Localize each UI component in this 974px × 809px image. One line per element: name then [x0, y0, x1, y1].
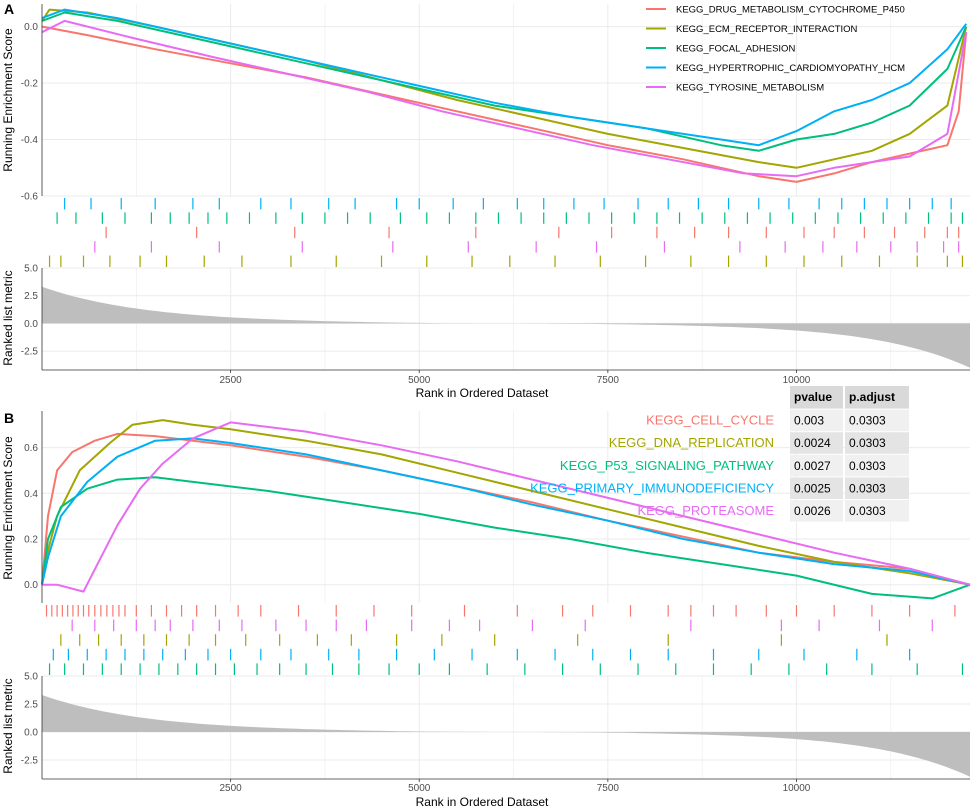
table-row-name: KEGG_P53_SIGNALING_PATHWAY [560, 458, 774, 473]
es-line-kegg-proteasome [42, 421, 971, 593]
table-header-pvalue: pvalue [794, 390, 832, 404]
legend-label: KEGG_ECM_RECEPTOR_INTERACTION [676, 24, 858, 35]
x-axis-label: Rank in Ordered Dataset [416, 386, 549, 400]
table-row-name: KEGG_PROTEASOME [637, 503, 774, 518]
table-pvalue: 0.0024 [794, 436, 831, 450]
table-cell [845, 432, 909, 454]
table-cell [790, 500, 843, 522]
y-tick-label: -0.4 [21, 135, 39, 146]
rank-y-tick-label: -2.5 [21, 347, 39, 358]
y-axis-label: Running Enrichment Score [1, 28, 15, 172]
x-tick-label: 5000 [408, 783, 431, 794]
es-line-kegg-p53-signaling-pathway [41, 476, 971, 600]
table-cell [790, 477, 843, 499]
x-tick-label: 7500 [597, 783, 620, 794]
legend-label: KEGG_HYPERTROPHIC_CARDIOMYOPATHY_HCM [676, 63, 905, 74]
y-tick-label: 0.0 [24, 580, 38, 591]
table-cell [790, 409, 843, 432]
table-padjust: 0.0303 [849, 481, 886, 495]
table-cell [845, 454, 909, 477]
rank-y-tick-label: 0.0 [24, 727, 38, 738]
legend-label: KEGG_TYROSINE_METABOLISM [676, 83, 824, 94]
es-line-kegg-drug-metabolism-cytochrome-p450 [41, 25, 968, 183]
x-tick-label: 10000 [783, 375, 811, 386]
legend-label: KEGG_DRUG_METABOLISM_CYTOCHROME_P450 [676, 5, 905, 16]
table-cell [790, 454, 843, 477]
y-tick-label: 0.6 [24, 443, 38, 454]
rank-y-tick-label: 2.5 [24, 699, 38, 710]
legend: KEGG_DRUG_METABOLISM_CYTOCHROME_P450 KEGG… [646, 5, 905, 94]
panel-a: A 0.0 -0.2 -0.4 -0.6 5.0 2.5 0.0 -2.5 2500 5000 750… [1, 1, 970, 400]
table-pvalue: 0.0026 [794, 504, 831, 518]
table-cell [845, 477, 909, 499]
table-cell [845, 409, 909, 432]
y-tick-label: -0.6 [21, 192, 39, 203]
legend-label: KEGG_FOCAL_ADHESION [676, 44, 795, 55]
x-tick-label: 5000 [408, 375, 431, 386]
rank-y-tick-label: -2.5 [21, 755, 39, 766]
x-tick-label: 2500 [219, 375, 242, 386]
x-tick-label: 2500 [219, 783, 242, 794]
y-tick-label: -0.2 [21, 79, 39, 90]
panel-b: B 0.6 0.4 0.2 0.0 5.0 2.5 0.0 -2.5 2500 5000 7500 10… [1, 386, 971, 809]
table-header-cell [845, 386, 909, 409]
x-tick-label: 10000 [783, 783, 811, 794]
x-tick-label: 7500 [597, 375, 620, 386]
table-cell [845, 500, 909, 522]
rank-y-tick-label: 5.0 [24, 672, 38, 683]
table-header-padjust: p.adjust [849, 390, 895, 404]
y-tick-label: 0.0 [24, 22, 38, 33]
table-pvalue: 0.0025 [794, 481, 831, 495]
table-padjust: 0.0303 [849, 459, 886, 473]
table-row-name: KEGG_PRIMARY_IMMUNODEFICIENCY [530, 480, 774, 495]
table-pvalue: 0.0027 [794, 459, 831, 473]
table-cell [790, 432, 843, 454]
rank-y-tick-label: 5.0 [24, 264, 38, 275]
table-row-name: KEGG_CELL_CYCLE [646, 413, 774, 428]
rank-y-tick-label: 2.5 [24, 291, 38, 302]
table-header-cell [790, 386, 843, 409]
rank-y-axis-label: Ranked list metric [1, 270, 15, 365]
es-line-kegg-tyrosine-metabolism [41, 19, 968, 178]
y-tick-label: 0.4 [24, 489, 38, 500]
stats-table: pvalue p.adjust 0.003 0.0303 KEGG_CELL_CYCLE… [530, 386, 909, 522]
es-line-kegg-dna-replication [41, 419, 971, 586]
y-tick-label: 0.2 [24, 535, 38, 546]
x-axis-label: Rank in Ordered Dataset [416, 795, 549, 809]
ranked-metric-area [42, 286, 970, 368]
es-line-kegg-primary-immunodeficiency [41, 437, 971, 586]
table-row-name: KEGG_DNA_REPLICATION [609, 435, 774, 450]
es-line-kegg-hypertrophic-cardiomyopathy-hcm [41, 8, 968, 147]
rank-y-tick-label: 0.0 [24, 319, 38, 330]
table-padjust: 0.0303 [849, 504, 886, 518]
table-pvalue: 0.003 [794, 414, 824, 428]
panel-letter: B [4, 410, 14, 426]
ranked-metric-area [42, 695, 970, 777]
rank-y-axis-label: Ranked list metric [1, 678, 15, 773]
table-padjust: 0.0303 [849, 414, 886, 428]
y-axis-label: Running Enrichment Score [1, 436, 15, 580]
panel-letter: A [4, 1, 14, 17]
table-padjust: 0.0303 [849, 436, 886, 450]
